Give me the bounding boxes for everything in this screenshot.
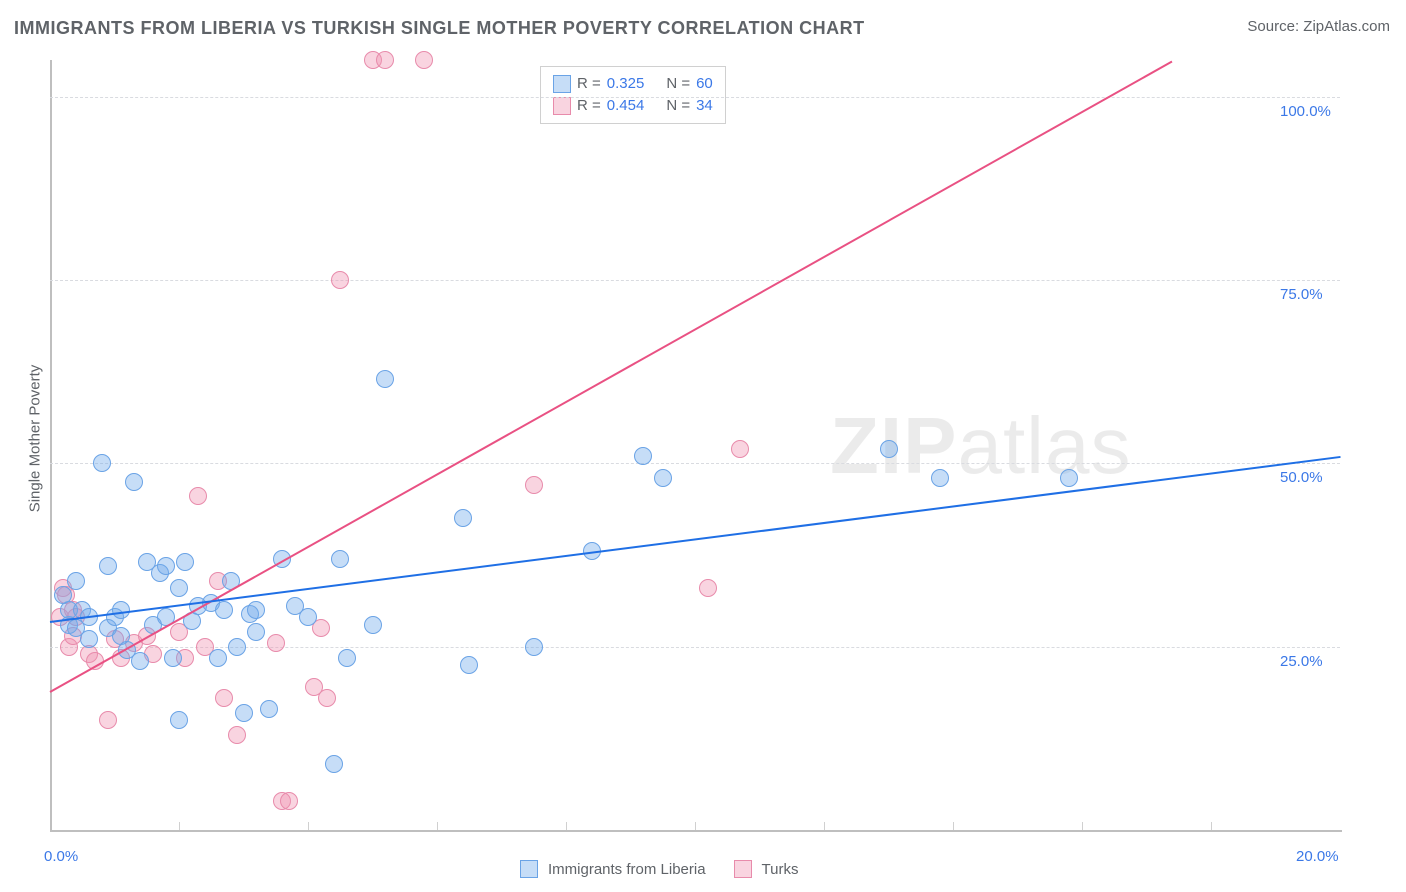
r-value: 0.454	[607, 95, 645, 117]
x-minor-tick	[953, 822, 954, 830]
chart-title: IMMIGRANTS FROM LIBERIA VS TURKISH SINGL…	[14, 18, 865, 39]
liberia-point	[364, 616, 382, 634]
y-tick-label: 25.0%	[1280, 653, 1323, 670]
x-minor-tick	[1082, 822, 1083, 830]
r-value: 0.325	[607, 73, 645, 95]
liberia-point	[170, 711, 188, 729]
liberia-point	[99, 557, 117, 575]
turks-point	[318, 689, 336, 707]
liberia-point	[247, 623, 265, 641]
stats-legend: R = 0.325 N = 60 R = 0.454 N = 34	[540, 66, 726, 124]
x-minor-tick	[695, 822, 696, 830]
liberia-point	[157, 557, 175, 575]
liberia-point	[67, 572, 85, 590]
liberia-point	[235, 704, 253, 722]
y-axis-label: Single Mother Poverty	[27, 364, 44, 514]
liberia-point	[164, 649, 182, 667]
x-minor-tick	[566, 822, 567, 830]
r-label: R =	[577, 73, 601, 95]
y-tick-label: 75.0%	[1280, 286, 1323, 303]
series-legend: Immigrants from Liberia Turks	[520, 860, 817, 878]
liberia-point	[331, 550, 349, 568]
turks-point	[731, 440, 749, 458]
turks-point	[331, 271, 349, 289]
x-minor-tick	[824, 822, 825, 830]
turks-point	[415, 51, 433, 69]
n-label: N =	[666, 73, 690, 95]
stats-legend-row: R = 0.325 N = 60	[553, 73, 713, 95]
liberia-point	[880, 440, 898, 458]
x-minor-tick	[179, 822, 180, 830]
n-value: 60	[696, 73, 713, 95]
liberia-point	[654, 469, 672, 487]
liberia-point	[634, 447, 652, 465]
liberia-point	[209, 649, 227, 667]
gridline	[50, 463, 1340, 464]
liberia-point	[170, 579, 188, 597]
x-minor-tick	[1211, 822, 1212, 830]
liberia-point	[176, 553, 194, 571]
liberia-point	[454, 509, 472, 527]
liberia-point	[131, 652, 149, 670]
source-prefix: Source:	[1247, 18, 1303, 35]
legend-swatch	[553, 97, 571, 115]
turks-point	[525, 476, 543, 494]
turks-point	[267, 634, 285, 652]
turks-point	[99, 711, 117, 729]
liberia-point	[460, 656, 478, 674]
x-tick-label: 20.0%	[1296, 848, 1339, 865]
gridline	[50, 280, 1340, 281]
x-minor-tick	[437, 822, 438, 830]
y-tick-label: 100.0%	[1280, 103, 1331, 120]
liberia-point	[247, 601, 265, 619]
chart-container: { "title": "IMMIGRANTS FROM LIBERIA VS T…	[0, 0, 1406, 892]
gridline	[50, 97, 1340, 98]
legend-swatch	[553, 75, 571, 93]
x-minor-tick	[308, 822, 309, 830]
liberia-point	[376, 370, 394, 388]
r-label: R =	[577, 95, 601, 117]
n-value: 34	[696, 95, 713, 117]
liberia-point	[1060, 469, 1078, 487]
stats-legend-row: R = 0.454 N = 34	[553, 95, 713, 117]
liberia-point	[228, 638, 246, 656]
source-name: ZipAtlas.com	[1303, 18, 1390, 35]
turks-point	[280, 792, 298, 810]
legend-swatch	[520, 860, 538, 878]
turks-point	[376, 51, 394, 69]
turks-point	[699, 579, 717, 597]
x-tick-label: 0.0%	[44, 848, 78, 865]
liberia-point	[525, 638, 543, 656]
chart-source: Source: ZipAtlas.com	[1247, 18, 1390, 35]
liberia-point	[299, 608, 317, 626]
liberia-legend-label: Immigrants from Liberia	[548, 861, 706, 878]
y-tick-label: 50.0%	[1280, 469, 1323, 486]
turks-point	[228, 726, 246, 744]
turks-point	[215, 689, 233, 707]
liberia-point	[80, 630, 98, 648]
turks-legend-label: Turks	[762, 861, 799, 878]
turks-point	[189, 487, 207, 505]
liberia-point	[93, 454, 111, 472]
liberia-point	[260, 700, 278, 718]
liberia-point	[125, 473, 143, 491]
liberia-point	[338, 649, 356, 667]
liberia-point	[931, 469, 949, 487]
liberia-point	[325, 755, 343, 773]
liberia-point	[215, 601, 233, 619]
legend-swatch	[734, 860, 752, 878]
n-label: N =	[666, 95, 690, 117]
